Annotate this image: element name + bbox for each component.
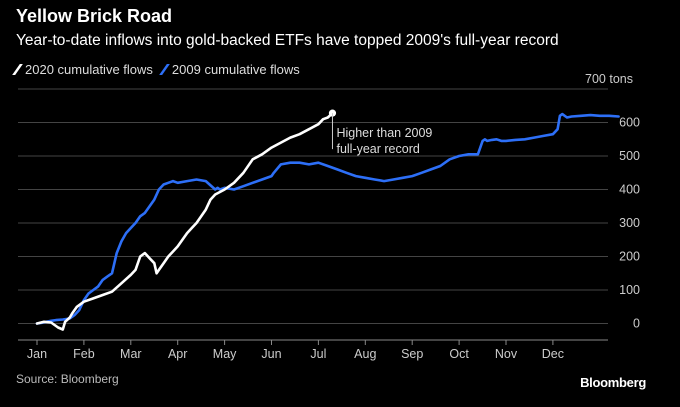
x-tick-label: Dec [542, 347, 564, 361]
legend-item-2020: 2020 cumulative flows [12, 62, 153, 77]
legend-label-2009: 2009 cumulative flows [171, 62, 300, 77]
x-tick-label: Sep [401, 347, 423, 361]
x-axis: Jan Feb Mar Apr May Jun Jul Aug Sep Oct Nov Dec [18, 339, 608, 361]
y-tick-label: 100 [619, 283, 640, 297]
legend-label-2020: 2020 cumulative flows [25, 62, 153, 77]
chart-subtitle: Year-to-date inflows into gold-backed ET… [16, 32, 559, 49]
y-tick-label: 500 [619, 149, 640, 163]
source-note: Source: Bloomberg [16, 372, 119, 386]
x-tick-label: Mar [120, 347, 142, 361]
annotation-text: Higher than 2009 [336, 126, 432, 140]
x-tick-label: Apr [168, 347, 187, 361]
series-line-2009 [35, 112, 620, 325]
x-tick-label: Jun [261, 347, 281, 361]
x-tick-label: Jan [27, 347, 47, 361]
y-tick-label: 600 [619, 116, 640, 130]
legend: 2020 cumulative flows 2009 cumulative fl… [12, 62, 300, 77]
y-tick-label: 200 [619, 250, 640, 264]
x-tick-label: Nov [495, 347, 518, 361]
y-tick-label: 300 [619, 216, 640, 230]
bloomberg-logo: Bloomberg [580, 375, 646, 390]
y-tick-label: 0 [633, 317, 640, 331]
series-line-2020 [35, 111, 334, 331]
chart-title: Yellow Brick Road [16, 6, 173, 26]
annotation: Higher than 2009 full-year record [328, 109, 432, 156]
x-tick-label: May [213, 347, 237, 361]
legend-item-2009: 2009 cumulative flows [159, 62, 300, 77]
y-axis: 700 tons 0 100 200 300 400 500 600 [585, 72, 640, 331]
annotation-text: full-year record [336, 142, 419, 156]
gridlines [18, 88, 608, 324]
x-tick-label: Feb [73, 347, 95, 361]
series-layer [35, 111, 620, 331]
x-tick-label: Oct [449, 347, 469, 361]
y-tick-label: 400 [619, 183, 640, 197]
x-tick-label: Jul [310, 347, 326, 361]
x-tick-label: Aug [354, 347, 376, 361]
y-unit-label: 700 tons [585, 72, 633, 86]
